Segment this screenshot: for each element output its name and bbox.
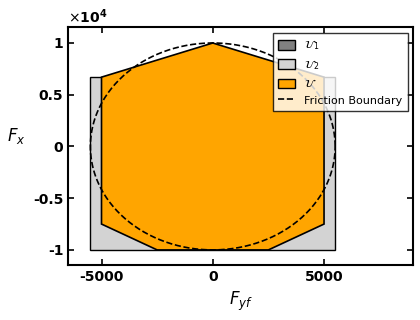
Legend: $\mathcal{U}_1$, $\mathcal{U}_2$, $\mathcal{U}$, Friction Boundary: $\mathcal{U}_1$, $\mathcal{U}_2$, $\math… bbox=[273, 33, 407, 111]
X-axis label: $F_{yf}$: $F_{yf}$ bbox=[228, 290, 252, 313]
Y-axis label: $F_x$: $F_x$ bbox=[7, 126, 26, 147]
Polygon shape bbox=[102, 43, 324, 250]
Polygon shape bbox=[157, 43, 268, 77]
Polygon shape bbox=[90, 77, 335, 250]
Text: $\times\mathbf{10^4}$: $\times\mathbf{10^4}$ bbox=[68, 7, 108, 26]
